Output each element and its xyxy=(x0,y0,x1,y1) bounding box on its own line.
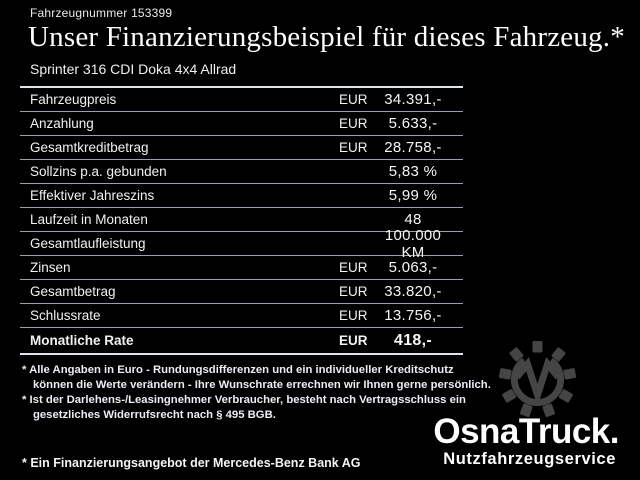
table-row: Fahrzeugpreis EUR 34.391,- xyxy=(20,88,463,111)
table-row: Schlussrate EUR 13.756,- xyxy=(20,303,463,327)
table-row: Gesamtbetrag EUR 33.820,- xyxy=(20,279,463,303)
row-value: 33.820,- xyxy=(384,283,442,300)
row-currency: EUR xyxy=(339,284,368,299)
table-row-monthly-rate: Monatliche Rate EUR 418,- xyxy=(20,327,463,353)
row-value: 48 xyxy=(404,211,422,228)
footnote-line: können die Werte verändern - Ihre Wunsch… xyxy=(33,379,491,391)
row-value: 28.758,- xyxy=(384,139,442,156)
row-value: 34.391,- xyxy=(384,91,442,108)
dealer-name: OsnaTruck. xyxy=(433,412,619,451)
vehicle-number-label: Fahrzeugnummer xyxy=(30,6,128,20)
row-currency: EUR xyxy=(339,140,368,155)
row-label: Gesamtkreditbetrag xyxy=(30,140,149,155)
table-row: Laufzeit in Monaten 48 xyxy=(20,207,463,231)
gear-m-icon xyxy=(499,341,576,417)
row-value: 418,- xyxy=(394,331,432,349)
table-row: Gesamtlaufleistung 100.000 KM xyxy=(20,227,463,261)
vehicle-number: Fahrzeugnummer 153399 xyxy=(30,6,172,20)
table-row: Sollzins p.a. gebunden 5,83 % xyxy=(20,159,463,183)
footnote-line: gesetzliches Widerrufsrecht nach § 495 B… xyxy=(33,409,276,421)
vehicle-model-subtitle: Sprinter 316 CDI Doka 4x4 Allrad xyxy=(30,61,237,77)
table-row: Effektiver Jahreszins 5,99 % xyxy=(20,183,463,207)
vehicle-number-value: 153399 xyxy=(131,6,173,20)
row-value: 13.756,- xyxy=(384,307,442,324)
row-currency: EUR xyxy=(339,116,368,131)
table-row: Anzahlung EUR 5.633,- xyxy=(20,111,463,135)
row-currency: EUR xyxy=(339,92,368,107)
table-row: Gesamtkreditbetrag EUR 28.758,- xyxy=(20,135,463,159)
bank-note: * Ein Finanzierungsangebot der Mercedes-… xyxy=(22,456,361,470)
row-label: Gesamtlaufleistung xyxy=(30,236,146,251)
row-label: Laufzeit in Monaten xyxy=(30,212,148,227)
row-currency: EUR xyxy=(339,308,368,323)
footnote-line: * Ist der Darlehens-/Leasingnehmer Verbr… xyxy=(22,394,466,406)
row-label: Effektiver Jahreszins xyxy=(30,188,155,203)
row-value: 5.633,- xyxy=(388,115,438,132)
page-title: Unser Finanzierungsbeispiel für dieses F… xyxy=(28,21,625,53)
row-label: Schlussrate xyxy=(30,308,101,323)
row-label: Anzahlung xyxy=(30,116,94,131)
row-value: 5.063,- xyxy=(388,259,438,276)
row-value: 100.000 KM xyxy=(384,226,442,261)
row-currency: EUR xyxy=(339,333,368,348)
footnote-line: * Alle Angaben in Euro - Rundungsdiffere… xyxy=(22,364,454,376)
row-label: Fahrzeugpreis xyxy=(30,92,117,107)
row-label: Gesamtbetrag xyxy=(30,284,116,299)
dealer-logo: OsnaTruck. Nutzfahrzeugservice xyxy=(433,414,619,469)
row-value: 5,99 % xyxy=(388,187,438,204)
financing-table: Fahrzeugpreis EUR 34.391,- Anzahlung EUR… xyxy=(20,86,463,355)
footnotes: * Alle Angaben in Euro - Rundungsdiffere… xyxy=(22,363,491,423)
row-value: 5,83 % xyxy=(388,163,438,180)
row-label: Zinsen xyxy=(30,260,71,275)
row-currency: EUR xyxy=(339,260,368,275)
row-label: Sollzins p.a. gebunden xyxy=(30,164,167,179)
table-row: Zinsen EUR 5.063,- xyxy=(20,255,463,279)
row-label: Monatliche Rate xyxy=(30,333,134,348)
dealer-tagline: Nutzfahrzeugservice xyxy=(443,450,616,468)
